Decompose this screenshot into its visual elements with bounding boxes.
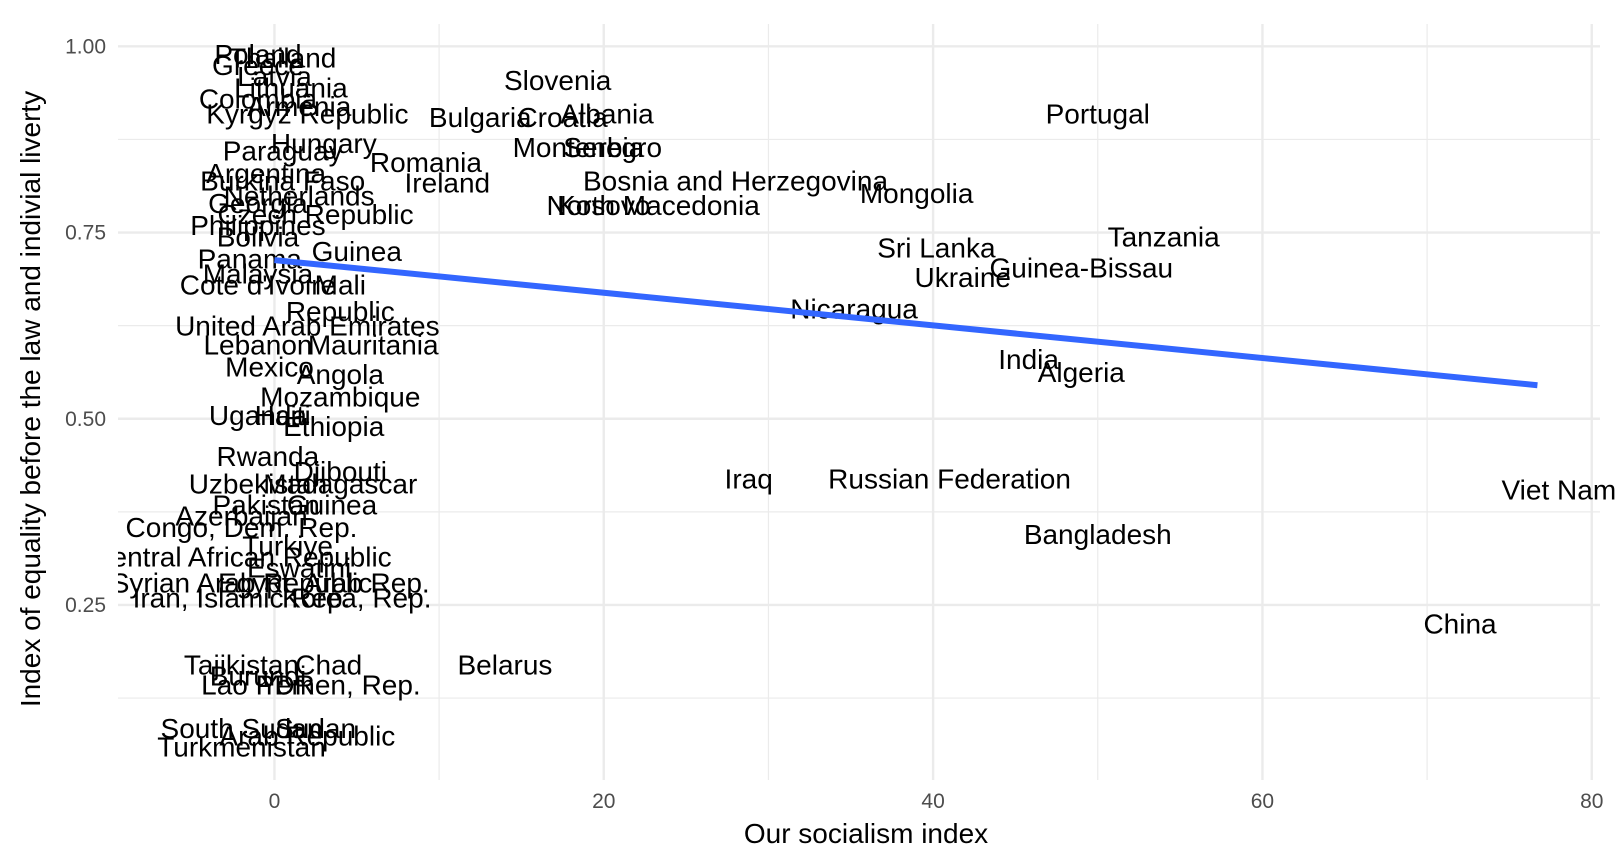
point-label: Russian Federation xyxy=(828,463,1071,494)
point-label: Yemen, Rep. xyxy=(260,670,421,701)
point-label: Albania xyxy=(560,98,654,129)
point-label: Bangladesh xyxy=(1024,519,1172,550)
point-label: Republic xyxy=(286,296,395,327)
point-label: Portugal xyxy=(1046,98,1150,129)
grid xyxy=(118,24,1600,780)
point-label: Hungary xyxy=(271,128,377,159)
point-label: Argentina xyxy=(206,158,326,189)
y-tick-label: 1.00 xyxy=(65,35,106,58)
point-label: Viet Nam xyxy=(1502,475,1617,506)
point-label: Iran, Islamic Rep. xyxy=(133,583,351,614)
point-label: Kyrgyz Republic xyxy=(206,98,408,129)
point-label: Mauritania xyxy=(308,329,439,360)
point-label: Pakistan xyxy=(212,489,319,520)
point-label: Belarus xyxy=(457,650,552,681)
point-label: Armenia xyxy=(247,91,352,122)
point-label: Djibouti xyxy=(294,456,387,487)
point-label: Uzbekistan xyxy=(189,469,328,500)
point-label: Central African Republic xyxy=(91,542,391,573)
point-label: Uganda xyxy=(209,400,308,431)
point-label: Croatia xyxy=(517,102,608,133)
point-label: Netherlands xyxy=(224,180,375,211)
point-label: Sri Lanka xyxy=(877,232,996,263)
point-label: Madagascar xyxy=(263,469,417,500)
x-axis-ticks: 0 20 40 60 80 xyxy=(269,790,1604,813)
point-label: Kosovo xyxy=(557,190,650,221)
point-label: Romania xyxy=(370,147,482,178)
point-label: Colombia xyxy=(199,83,318,114)
point-label: Mexico xyxy=(225,352,314,383)
point-label: Ethiopia xyxy=(283,411,385,442)
x-tick-label: 0 xyxy=(269,790,281,813)
y-tick-label: 0.25 xyxy=(65,594,106,617)
point-label: Poland xyxy=(214,39,301,70)
point-label: Bolivia xyxy=(217,221,300,252)
point-label: Turkiye xyxy=(242,530,333,561)
point-label: Azerbaijan xyxy=(175,501,307,532)
point-label: Latvia xyxy=(237,61,312,92)
point-label: Tajikistan xyxy=(184,650,299,681)
point-label: Algeria xyxy=(1038,357,1126,388)
x-tick-label: 80 xyxy=(1580,790,1603,813)
y-tick-label: 0.50 xyxy=(65,408,106,431)
x-tick-label: 60 xyxy=(1251,790,1274,813)
point-label: Greece xyxy=(212,50,304,81)
point-label: Georgia xyxy=(208,188,308,219)
point-label: Montenegro xyxy=(513,132,662,163)
point-label: Mali xyxy=(315,270,366,301)
point-label: Mongolia xyxy=(860,178,974,209)
point-label: Lithuania xyxy=(234,72,348,103)
point-label: Philippines xyxy=(190,210,325,241)
trend-line-layer xyxy=(274,257,1538,389)
point-label: Arab Republic xyxy=(219,720,395,751)
point-label: Bosnia and Herzegovina xyxy=(583,165,889,196)
point-label: Burkina Faso xyxy=(200,165,365,196)
x-tick-label: 40 xyxy=(921,790,944,813)
point-label: Angola xyxy=(297,359,385,390)
point-label: Sudan xyxy=(275,713,356,744)
point-label: Lebanon xyxy=(203,329,312,360)
point-label: Haiti xyxy=(255,400,311,431)
point-label: Burundi xyxy=(210,661,307,692)
point-label: Serbia xyxy=(563,132,644,163)
y-tick-label: 0.75 xyxy=(65,222,106,245)
point-label: Ukraine xyxy=(914,262,1010,293)
point-label: South Sudan xyxy=(161,713,323,744)
point-label: Turkmenistan xyxy=(157,731,326,762)
point-label: Paraguay xyxy=(223,136,343,167)
point-label: Thailand xyxy=(229,43,336,74)
x-tick-label: 20 xyxy=(592,790,615,813)
point-label: Egypt, Arab Rep. xyxy=(218,568,430,599)
y-axis-ticks: 0.25 0.50 0.75 1.00 xyxy=(65,35,106,617)
trend-line xyxy=(274,257,1538,389)
y-axis-title: Index of equality before the law and ind… xyxy=(15,91,46,707)
point-label: Guinea-Bissau xyxy=(989,253,1173,284)
point-label: Eswatini xyxy=(247,553,351,584)
point-label: Guinea xyxy=(287,489,378,520)
point-label: Tanzania xyxy=(1108,221,1221,252)
point-label: Ireland xyxy=(405,168,491,199)
point-label: Rwanda xyxy=(216,441,319,472)
point-label: Bulgaria xyxy=(429,102,532,133)
point-label: Slovenia xyxy=(504,65,612,96)
x-axis-title: Our socialism index xyxy=(744,818,988,849)
point-label: United Arab Emirates xyxy=(175,311,440,342)
point-label: Chad xyxy=(295,650,362,681)
point-label: Guinea xyxy=(312,236,403,267)
point-label: China xyxy=(1423,609,1497,640)
point-label: Korea, Rep. xyxy=(282,583,431,614)
point-label: Congo, Dem. Rep. xyxy=(126,512,358,543)
point-label: Mozambique xyxy=(260,381,420,412)
point-label: Iraq xyxy=(725,463,773,494)
point-label: Syrian Arab Republic xyxy=(111,568,372,599)
point-label: Czech Republic xyxy=(218,199,414,230)
point-label: North Macedonia xyxy=(547,190,761,221)
point-label: Lao PDR xyxy=(201,670,315,701)
point-label: India xyxy=(998,344,1059,375)
point-label: Cote d'Ivoire xyxy=(180,270,336,301)
